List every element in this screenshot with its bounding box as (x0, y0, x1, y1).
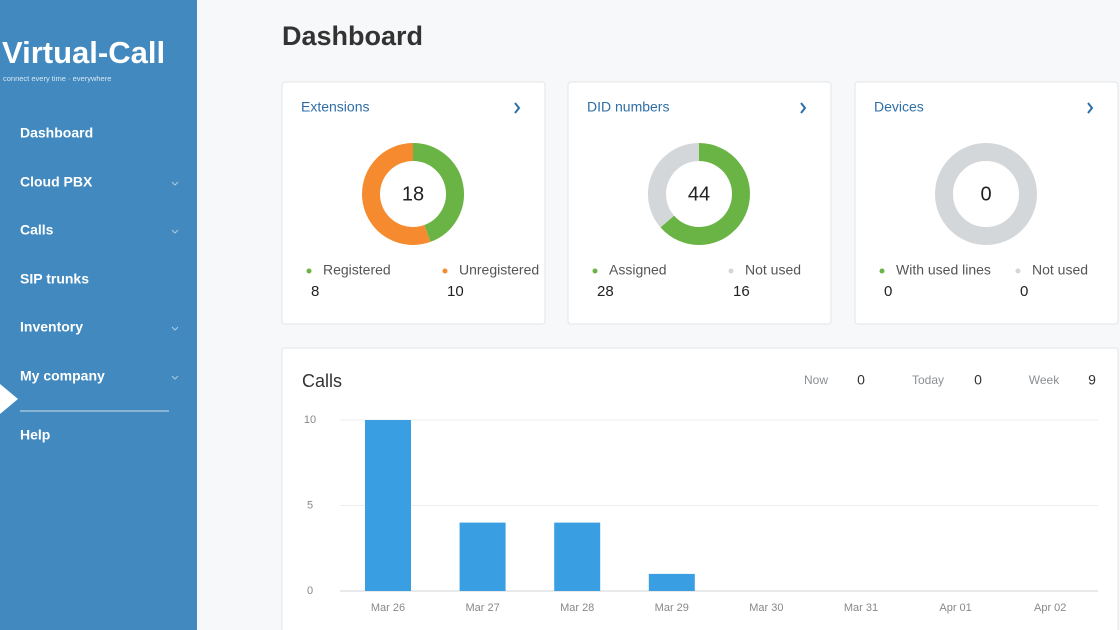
y-tick-label: 5 (307, 499, 313, 511)
legend-value: 16 (733, 283, 750, 300)
page-title: Dashboard (282, 21, 423, 51)
x-tick-label: Mar 27 (465, 602, 499, 614)
card (281, 81, 546, 325)
active-pointer (0, 384, 18, 414)
legend-value: 0 (884, 283, 892, 300)
x-tick-label: Mar 31 (844, 602, 878, 614)
card-title[interactable]: DID numbers (587, 99, 669, 115)
stat-label: Week (1029, 373, 1060, 387)
legend-value: 8 (311, 283, 319, 300)
menu-item[interactable]: Inventory (20, 319, 83, 335)
stat-value: 0 (974, 372, 982, 388)
x-tick-label: Mar 30 (749, 602, 783, 614)
card-title[interactable]: Devices (874, 99, 924, 115)
y-tick-label: 0 (307, 585, 313, 597)
menu-item[interactable]: Help (20, 427, 50, 443)
legend-label: Registered (323, 262, 391, 278)
stat-value: 9 (1088, 372, 1096, 388)
card-title[interactable]: Extensions (301, 99, 369, 115)
menu-item[interactable]: SIP trunks (20, 271, 89, 287)
x-tick-label: Mar 29 (655, 602, 689, 614)
donut-segment (648, 143, 700, 228)
legend-label: With used lines (896, 262, 991, 278)
donut-empty (935, 143, 1037, 245)
x-tick-label: Apr 02 (1034, 602, 1066, 614)
stat-label: Today (912, 373, 944, 387)
stat-label: Now (804, 373, 828, 387)
legend-dot (1015, 268, 1021, 274)
legend-label: Unregistered (459, 262, 539, 278)
card-link-arrow[interactable] (800, 102, 807, 114)
card (567, 81, 832, 325)
card-link-arrow[interactable] (1087, 102, 1094, 114)
legend-dot (728, 268, 734, 274)
donut-total: 44 (688, 183, 710, 205)
donut-total: 18 (402, 183, 424, 205)
submenu-chevron (171, 181, 179, 186)
sidebar (0, 0, 197, 630)
stat-value: 0 (857, 372, 865, 388)
x-tick-label: Mar 28 (560, 602, 594, 614)
submenu-chevron (171, 326, 179, 331)
donut-total: 0 (980, 183, 991, 205)
legend-dot (592, 268, 598, 274)
legend-label: Assigned (609, 262, 667, 278)
card (854, 81, 1119, 325)
donut-segment (660, 143, 750, 245)
bar (554, 522, 601, 591)
legend-dot (442, 268, 448, 274)
x-tick-label: Apr 01 (939, 602, 971, 614)
legend-label: Not used (1032, 262, 1088, 278)
menu-item[interactable]: Dashboard (20, 125, 93, 141)
legend-value: 28 (597, 283, 614, 300)
logo-tagline: connect every time · everywhere (3, 74, 111, 83)
legend-dot (879, 268, 885, 274)
logo: Virtual-Call (2, 35, 165, 70)
menu-item[interactable]: My company (20, 368, 105, 384)
menu-item[interactable]: Cloud PBX (20, 174, 93, 190)
legend-label: Not used (745, 262, 801, 278)
legend-value: 0 (1020, 283, 1028, 300)
y-tick-label: 10 (304, 414, 316, 426)
submenu-chevron (171, 375, 179, 380)
donut-segment (362, 143, 431, 245)
legend-value: 10 (447, 283, 464, 300)
submenu-chevron (171, 229, 179, 234)
bar (648, 573, 695, 591)
card-link-arrow[interactable] (514, 102, 521, 114)
donut-segment (412, 143, 464, 242)
bar (365, 420, 411, 591)
menu-item[interactable]: Calls (20, 222, 54, 238)
bar (459, 522, 506, 591)
calls-title: Calls (302, 371, 342, 391)
x-tick-label: Mar 26 (371, 602, 405, 614)
legend-dot (306, 268, 312, 274)
